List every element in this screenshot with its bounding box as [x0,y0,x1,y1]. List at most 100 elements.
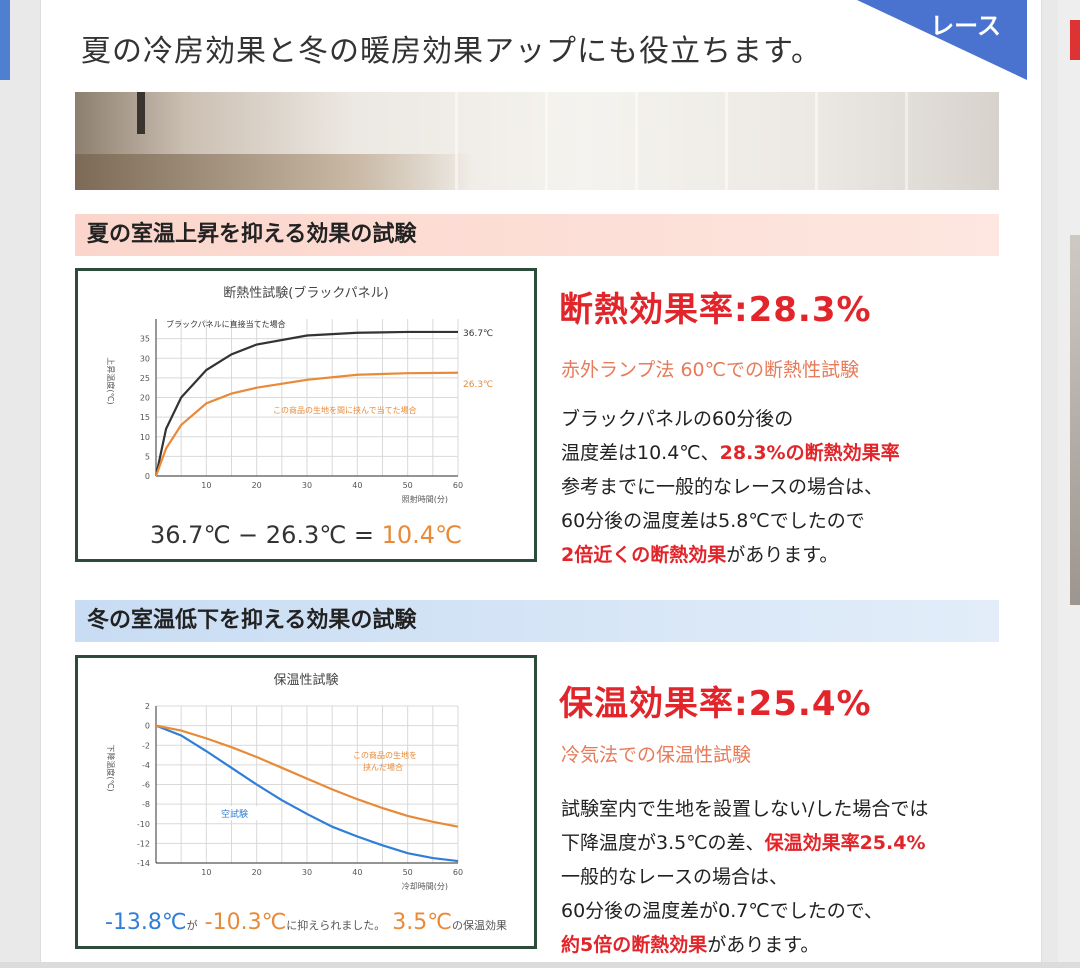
left-neighbor-accent [0,0,10,80]
x-tick-label: 20 [252,868,262,877]
formula-diff: 3.5℃ [392,910,452,935]
y-axis-label: 下降温度(℃) [106,744,116,791]
x-tick-label: 20 [252,481,262,490]
y-tick-label: 30 [140,354,150,363]
series-line-1 [154,330,458,477]
x-tick-label: 60 [453,481,463,490]
y-tick-label: -12 [137,839,150,848]
summer-line: ブラックパネルの60分後の [561,408,794,430]
formula-orange-value: 26.3℃ [265,521,347,549]
x-tick-label: 50 [403,481,413,490]
summer-formula: 36.7℃ − 26.3℃ = 10.4℃ [78,521,534,549]
series-line-2 [155,724,459,828]
insulation-rate: 断熱効果率:28.3% [559,290,872,330]
y-axis-label: 上昇温度(℃) [106,357,116,404]
series-line-2 [154,371,459,477]
summer-test-heading: 夏の室温上昇を抑える効果の試験 [75,214,999,256]
y-tick-label: 0 [145,722,150,731]
y-tick-label: 10 [140,433,150,442]
y-tick-label: 15 [140,413,150,422]
y-tick-label: 0 [145,472,150,481]
y-tick-label: -10 [137,820,150,829]
x-tick-label: 60 [453,868,463,877]
bottom-divider [0,962,1080,968]
chart-title: 断熱性試験(ブラックパネル) [223,285,389,301]
summer-line: 参考までに一般的なレースの場合は、 [561,476,884,498]
formula-mid-text: に抑えられました。 [286,919,386,932]
black-line-label: ブラックパネルに直接当てた場合 [166,319,286,329]
summer-chart: 断熱性試験(ブラックパネル) 0 5 10 15 20 25 30 35 10 20 30 40 50 60… [106,285,493,504]
x-axis-label: 冷却時間(分) [402,881,448,891]
banner-curtain-fold [815,92,818,190]
y-tick-label: -8 [142,800,150,809]
x-tick-label: 40 [352,481,362,490]
warmth-rate: 保温効果率:25.4% [559,684,872,724]
insulation-method: 赤外ランプ法 60℃での断熱性試験 [561,359,859,381]
right-neighbor-accent [1070,20,1080,60]
winter-line: 約5倍の断熱効果があります。 [561,934,820,956]
left-neighbor-strip [0,0,40,968]
banner-floor [75,154,475,190]
winter-formula: -13.8℃が -10.3℃に抑えられました。 3.5℃の保温効果 [78,910,534,935]
x-tick-label: 10 [201,868,211,877]
y-tick-label: -14 [137,859,150,868]
x-tick-label: 30 [302,481,312,490]
formula-minus: − [238,521,259,549]
formula-equals: = [353,521,374,549]
winter-description: 試験室内で生地を設置しない/した場合では 下降温度が3.5℃の差、保温効果率25… [561,792,928,962]
formula-orange-value: -10.3℃ [204,910,287,935]
x-tick-label: 10 [201,481,211,490]
winter-chart-box: 保温性試験 2 0 -2 -4 -6 -8 -10 -12 -14 10 20 30 40 50 60 冷却時間… [75,655,537,949]
winter-test-heading: 冬の室温低下を抑える効果の試験 [75,600,999,642]
formula-particle: が [186,919,198,932]
orange-line-label: この商品の生地を [353,750,417,760]
orange-line-label: この商品の生地を間に挟んで当てた場合 [273,405,417,415]
warmth-method: 冷気法での保温性試験 [561,744,752,766]
y-tick-label: 35 [140,335,150,344]
banner-curtain-fold [545,92,548,190]
formula-end-text: の保温効果 [451,919,507,932]
orange-line-label: 挟んだ場合 [363,762,403,772]
formula-black-value: 36.7℃ [150,521,231,549]
y-tick-label: 20 [140,394,150,403]
y-tick-label: 5 [145,452,150,461]
black-end-label: 36.7℃ [463,329,493,339]
summer-description: ブラックパネルの60分後の 温度差は10.4℃、28.3%の断熱効果率 参考まで… [561,402,900,572]
formula-result: 10.4℃ [381,521,462,549]
right-neighbor-photo [1070,235,1080,605]
banner-furniture-leg [137,92,145,134]
x-tick-label: 50 [403,868,413,877]
winter-line: 試験室内で生地を設置しない/した場合では [561,798,929,820]
x-axis-label: 照射時間(分) [402,494,448,504]
corner-ribbon-label: レース [930,12,1001,40]
curtain-photo-banner [75,92,999,190]
banner-curtain-fold [455,92,458,190]
blue-line-label: 空試験 [221,808,248,820]
x-tick-label: 40 [352,868,362,877]
winter-line: 一般的なレースの場合は、 [561,866,789,888]
y-tick-label: 2 [145,702,150,711]
y-tick-label: 25 [140,374,150,383]
y-tick-label: -6 [142,781,150,790]
summer-line: 2倍近くの断熱効果があります。 [561,544,839,566]
blue-label-bg [216,806,258,820]
orange-end-label: 26.3℃ [463,380,493,390]
banner-curtain-fold [635,92,638,190]
winter-line: 下降温度が3.5℃の差、保温効果率25.4% [561,832,926,854]
series-line-1 [155,724,459,863]
summer-line: 温度差は10.4℃、28.3%の断熱効果率 [561,442,900,464]
corner-ribbon: レース [857,0,1027,80]
right-neighbor-strip [1058,0,1080,968]
product-info-card: レース 夏の冷房効果と冬の暖房効果アップにも役立ちます。 夏の室温上昇を抑える効… [40,0,1042,968]
formula-blue-value: -13.8℃ [105,910,187,935]
winter-line: 60分後の温度差が0.7℃でしたので、 [561,900,883,922]
y-tick-label: -4 [142,761,150,770]
y-tick-label: -2 [142,741,150,750]
summer-chart-box: 断熱性試験(ブラックパネル) 0 5 10 15 20 25 30 35 10 20 30 40 50 60… [75,268,537,562]
banner-curtain-fold [725,92,728,190]
banner-curtain-fold [905,92,908,190]
chart-title: 保温性試験 [273,672,338,688]
summer-line: 60分後の温度差は5.8℃でしたので [561,510,865,532]
headline: 夏の冷房効果と冬の暖房効果アップにも役立ちます。 [81,34,822,69]
